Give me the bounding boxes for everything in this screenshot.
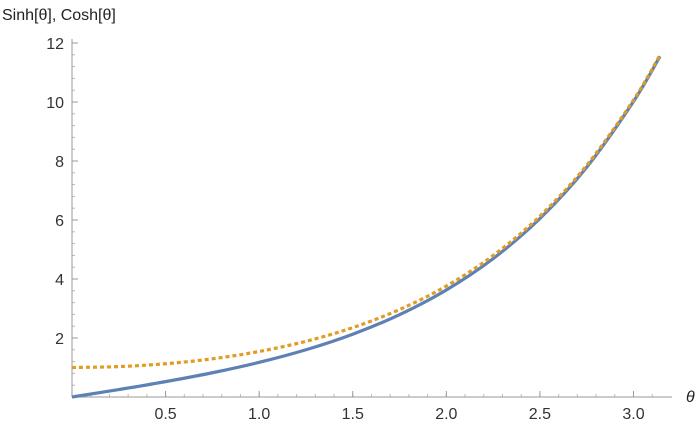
y-axis-title: Sinh[θ], Cosh[θ] bbox=[2, 7, 116, 24]
series-line-1 bbox=[71, 55, 662, 399]
x-axis-title: θ bbox=[686, 389, 695, 406]
x-tick-label: 3.0 bbox=[622, 406, 644, 423]
y-tick-label: 12 bbox=[46, 36, 64, 53]
x-major-ticks: 0.5 1.0 1.5 2.0 2.5 3.0 bbox=[154, 391, 645, 423]
x-tick-label: 1.5 bbox=[342, 406, 364, 423]
series-line-2 bbox=[71, 54, 662, 370]
x-tick-label: 0.5 bbox=[154, 406, 176, 423]
series-layer bbox=[71, 54, 662, 399]
x-tick-label: 2.5 bbox=[529, 406, 551, 423]
y-major-ticks: 2 4 6 8 10 12 bbox=[46, 36, 78, 348]
x-tick-label: 1.0 bbox=[248, 406, 270, 423]
y-tick-label: 6 bbox=[55, 213, 64, 230]
y-tick-label: 4 bbox=[55, 272, 64, 289]
y-tick-label: 8 bbox=[55, 154, 64, 171]
x-tick-label: 2.0 bbox=[435, 406, 457, 423]
y-tick-label: 2 bbox=[55, 331, 64, 348]
y-tick-label: 10 bbox=[46, 95, 64, 112]
